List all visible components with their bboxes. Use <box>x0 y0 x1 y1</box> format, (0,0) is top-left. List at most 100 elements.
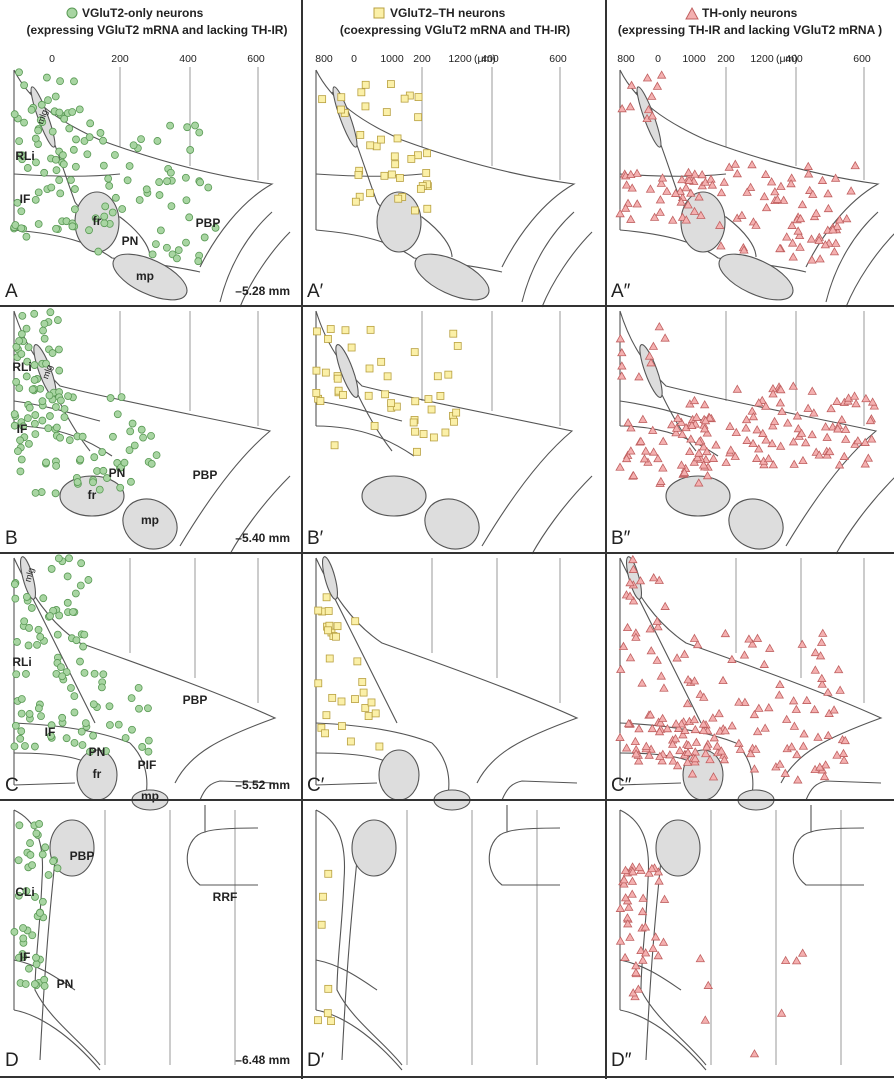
neuron-marker <box>759 659 769 668</box>
neuron-marker <box>120 458 129 467</box>
neuron-marker <box>631 967 641 977</box>
neuron-marker <box>687 420 697 429</box>
region-label: PN <box>109 466 126 480</box>
neuron-marker <box>73 478 82 486</box>
neuron-marker <box>38 416 47 425</box>
neuron-marker <box>19 422 28 431</box>
scale-unit: (μm) <box>474 53 496 65</box>
neuron-marker <box>341 326 350 335</box>
neuron-marker <box>742 435 752 444</box>
neuron-marker <box>10 110 19 119</box>
neuron-marker <box>763 453 774 463</box>
neuron-marker <box>76 455 85 464</box>
region-outline <box>39 859 56 1061</box>
neuron-marker <box>689 676 700 685</box>
neuron-marker <box>737 210 747 219</box>
neuron-marker <box>51 489 60 498</box>
neuron-marker <box>118 205 127 213</box>
neuron-marker <box>323 1009 332 1018</box>
neuron-marker <box>32 953 40 962</box>
neuron-marker <box>619 875 629 884</box>
neuron-marker <box>740 697 750 706</box>
neuron-marker <box>69 145 78 154</box>
scale-tick: 1000 <box>380 53 404 65</box>
neuron-marker <box>128 725 136 734</box>
neuron-marker <box>13 638 21 646</box>
neuron-marker <box>655 207 665 216</box>
neuron-marker <box>28 385 37 394</box>
neuron-marker <box>22 232 31 241</box>
neuron-marker <box>793 775 803 784</box>
coordinate: –6.48 mm <box>235 1053 290 1067</box>
neuron-marker <box>196 178 204 187</box>
neuron-marker <box>621 180 632 189</box>
neuron-marker <box>730 451 740 460</box>
neuron-marker <box>866 434 877 443</box>
region-outline <box>488 805 560 886</box>
neuron-marker <box>64 392 72 401</box>
neuron-marker <box>182 196 191 205</box>
neuron-marker <box>749 764 760 773</box>
scale-tick: 1200 <box>448 53 472 65</box>
neuron-marker <box>628 596 639 605</box>
neuron-marker <box>99 136 107 145</box>
neuron-marker <box>766 177 777 186</box>
neuron-marker <box>60 413 69 422</box>
neuron-marker <box>662 186 672 195</box>
neuron-marker <box>726 445 736 454</box>
neuron-marker <box>708 453 719 462</box>
neuron-marker <box>31 411 40 419</box>
neuron-marker <box>106 394 115 402</box>
neuron-marker <box>625 591 635 600</box>
neuron-marker <box>85 133 94 142</box>
neuron-marker <box>36 116 45 125</box>
neuron-marker <box>689 633 700 642</box>
neuron-marker <box>708 772 719 781</box>
neuron-marker <box>751 744 761 753</box>
panel-label: A″ <box>611 281 631 302</box>
neuron-marker <box>337 93 346 102</box>
neuron-marker <box>617 347 627 357</box>
neuron-marker <box>835 685 845 694</box>
neuron-marker <box>803 169 814 178</box>
neuron-marker <box>782 232 792 241</box>
neuron-marker <box>798 741 809 750</box>
neuron-marker <box>692 639 703 649</box>
neuron-marker <box>32 158 40 167</box>
neuron-marker <box>754 703 764 712</box>
neuron-marker <box>128 419 137 428</box>
structure <box>112 253 188 301</box>
neuron-marker <box>647 863 657 873</box>
region-label: PN <box>122 234 139 248</box>
neuron-marker <box>668 756 678 765</box>
neuron-marker <box>625 932 635 941</box>
region-outline <box>13 173 121 177</box>
neuron-marker <box>618 641 629 650</box>
neuron-marker <box>52 224 60 233</box>
neuron-marker <box>730 159 741 168</box>
neuron-marker <box>63 598 72 607</box>
neuron-marker <box>91 214 100 223</box>
neuron-marker <box>683 747 693 757</box>
neuron-marker <box>615 903 626 912</box>
neuron-marker <box>84 576 93 584</box>
neuron-marker <box>653 453 663 463</box>
neuron-marker <box>396 174 404 182</box>
neuron-marker <box>367 698 376 707</box>
neuron-marker <box>47 721 56 730</box>
neuron-marker <box>79 642 88 651</box>
neuron-marker <box>20 118 28 127</box>
neuron-marker <box>416 184 425 193</box>
neuron-marker <box>809 408 819 417</box>
neuron-marker <box>383 372 392 381</box>
neuron-marker <box>31 195 40 204</box>
neuron-marker <box>820 422 831 431</box>
neuron-marker <box>70 205 79 214</box>
neuron-marker <box>653 951 663 960</box>
region-label: mp <box>141 789 159 803</box>
neuron-marker <box>698 719 709 728</box>
neuron-marker <box>94 247 103 256</box>
region-outline <box>805 780 882 801</box>
region-outline <box>501 780 578 801</box>
neuron-marker <box>814 450 824 459</box>
